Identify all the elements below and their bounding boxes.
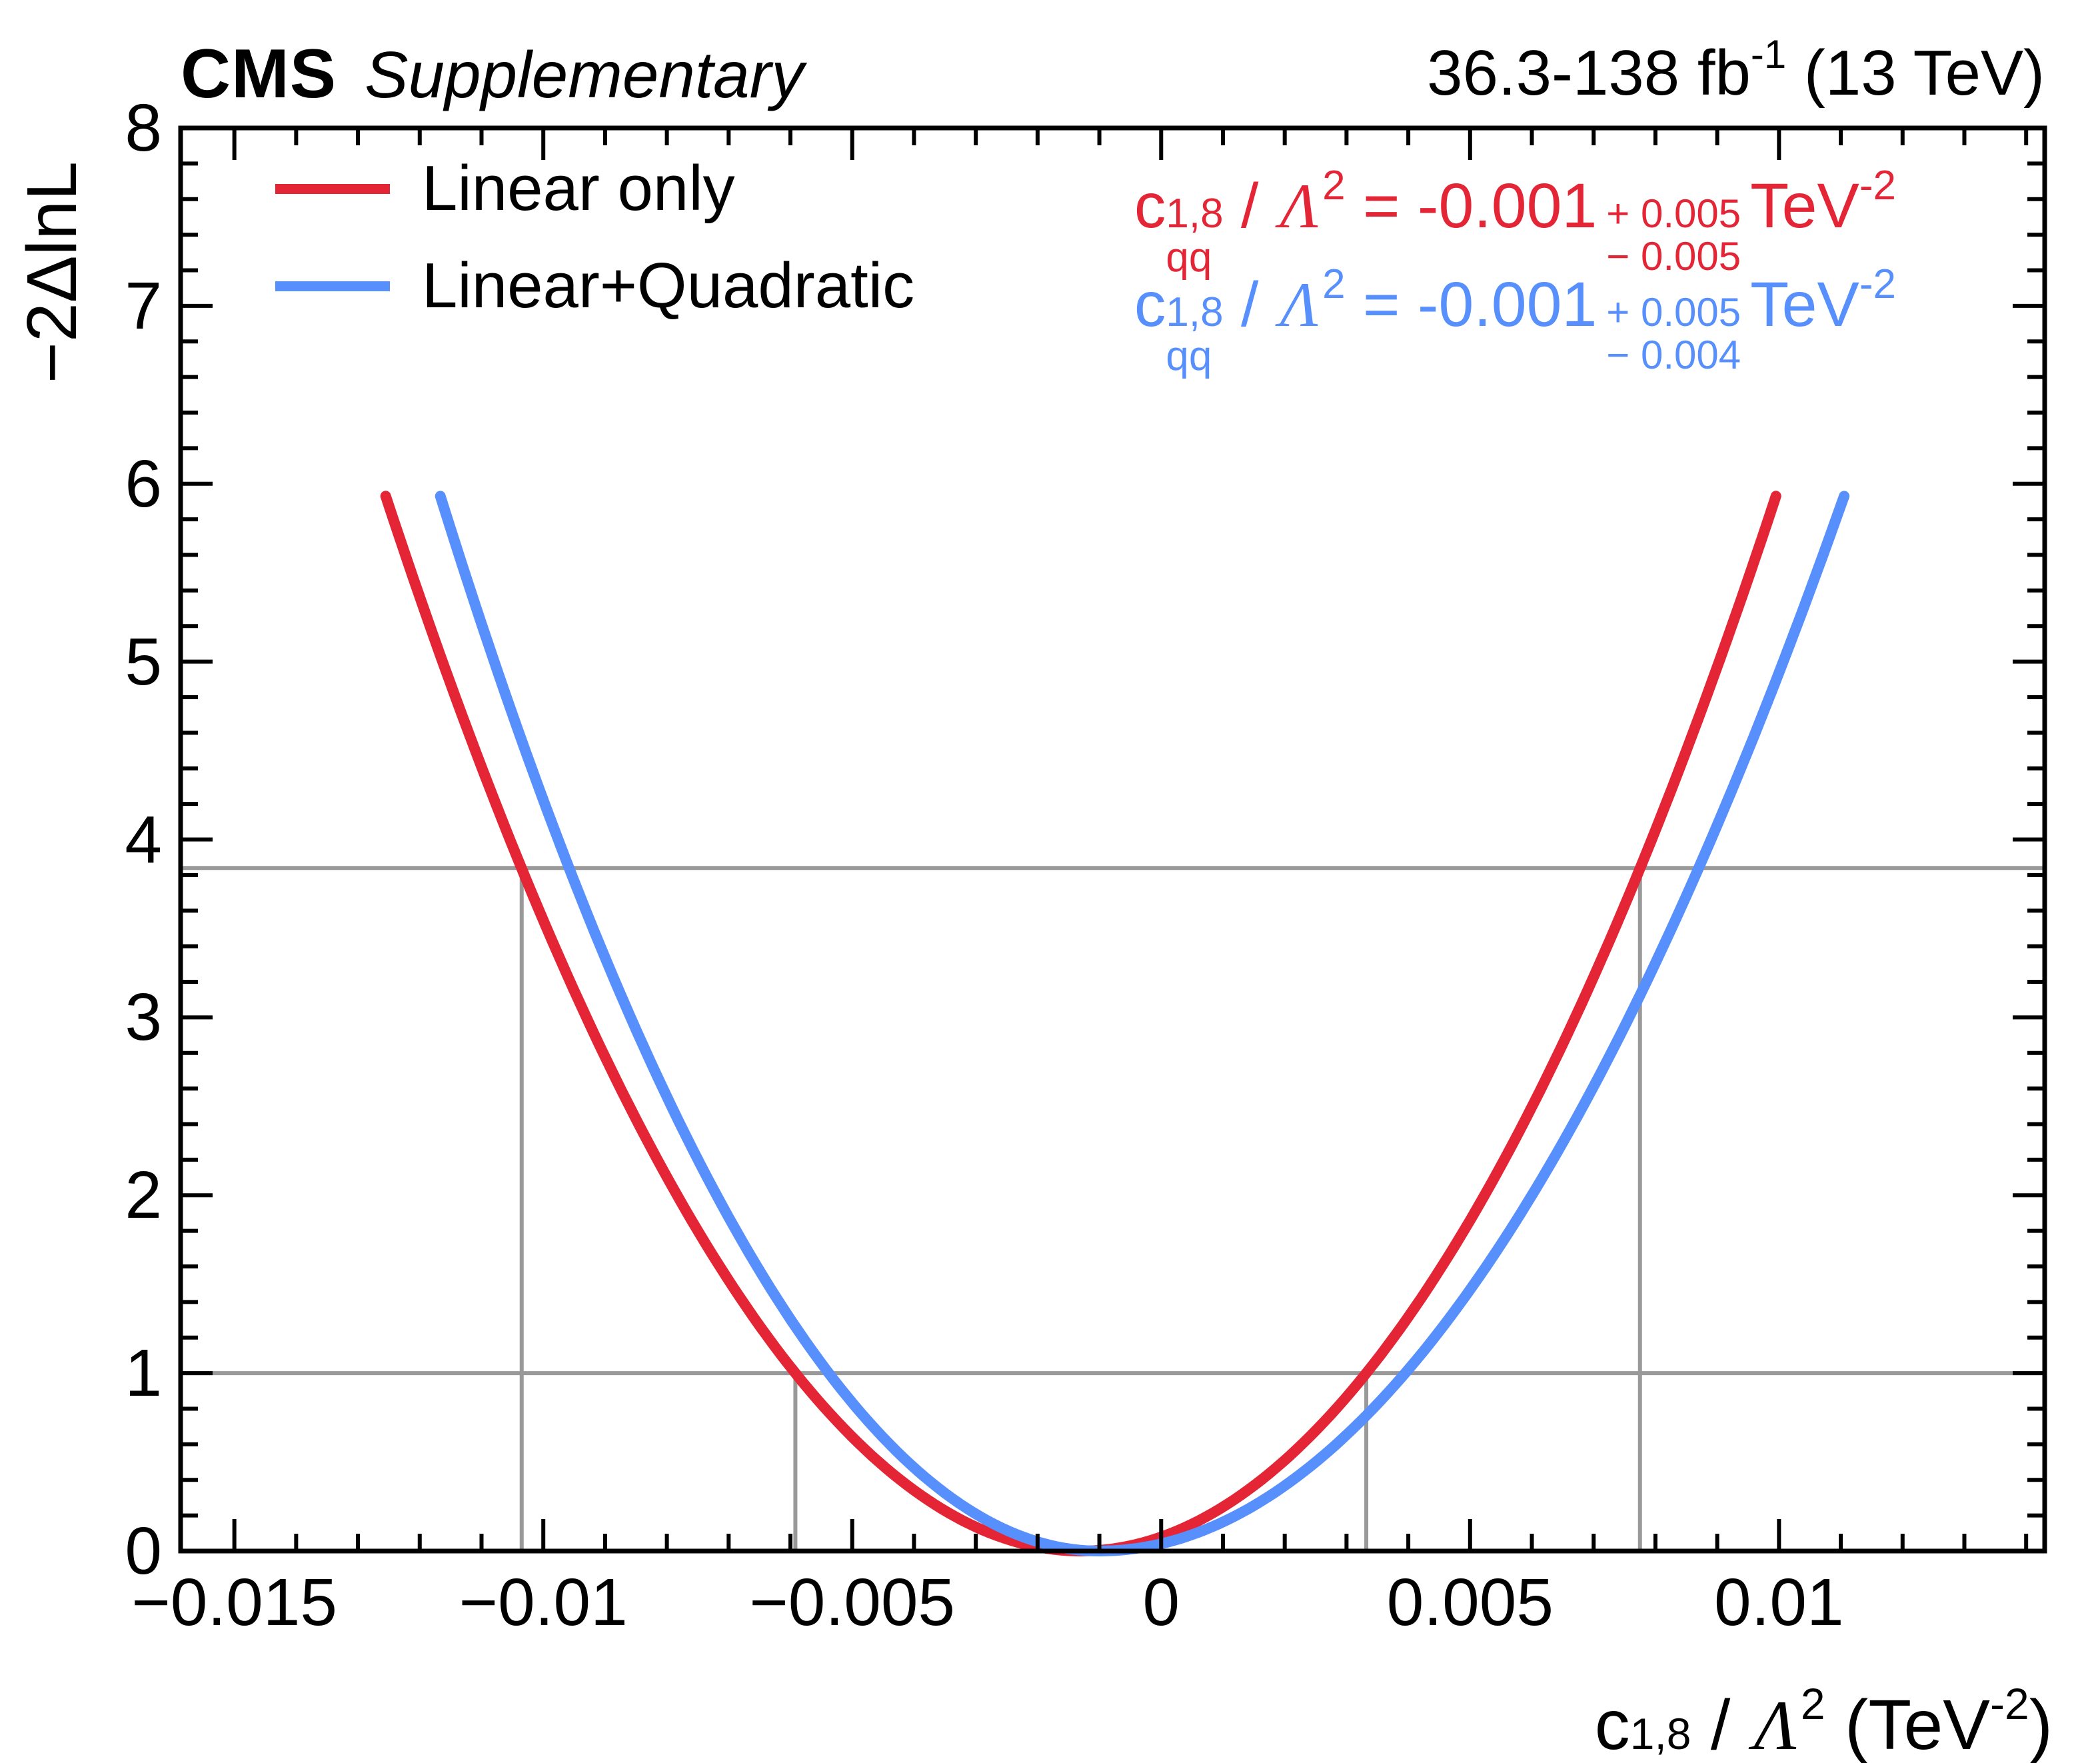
- x-tick-label: −0.005: [749, 1565, 956, 1640]
- err-up: + 0.005: [1606, 191, 1741, 236]
- x-tick-label: 0.005: [1386, 1565, 1554, 1640]
- y-tick-label: 1: [125, 1336, 162, 1411]
- x-tick-label: 0.01: [1714, 1565, 1844, 1640]
- y-tick-label: 8: [125, 91, 162, 165]
- x-tick-label: −0.015: [131, 1565, 337, 1640]
- header-left: CMS Supplementary: [181, 35, 804, 114]
- lambda-exponent: 2: [1322, 163, 1346, 209]
- uncertainty-stack: + 0.005− 0.004: [1606, 291, 1741, 377]
- err-down: − 0.005: [1606, 234, 1741, 279]
- coeff-scripts: 1,8qq: [1630, 1710, 1691, 1763]
- legend-label: Linear+Quadratic: [422, 250, 915, 321]
- curve-linear-only: [380, 491, 1781, 1556]
- coeff-sub: qq: [1166, 235, 1212, 281]
- legend-line-red: [275, 183, 390, 194]
- coeff-base: c: [1134, 269, 1166, 340]
- slash: /: [1223, 171, 1276, 241]
- coeff-base: c: [1594, 1686, 1630, 1763]
- y-tick-label: 5: [125, 624, 162, 699]
- lambda-exponent: 2: [1322, 261, 1346, 307]
- energy-value: (13 TeV): [1786, 37, 2045, 109]
- best-fit-value: -0.001: [1417, 269, 1597, 340]
- unit-exponent: -2: [1859, 163, 1896, 209]
- unit-exponent: -2: [1990, 1679, 2029, 1728]
- coeff-sub: qq: [1630, 1757, 1691, 1763]
- y-tick-label: 3: [125, 980, 162, 1055]
- lambda-exponent: 2: [1800, 1679, 1825, 1728]
- curve-linear-quadratic: [435, 491, 1850, 1556]
- unit: TeV: [1750, 269, 1859, 340]
- err-up: + 0.005: [1606, 290, 1741, 335]
- lumi-energy-label: 36.3-138 fb-1 (13 TeV): [1427, 32, 2045, 110]
- err-down: − 0.004: [1606, 333, 1741, 377]
- legend-item-linear-quadratic: Linear+Quadratic: [275, 249, 914, 323]
- cms-sublabel: Supplementary: [365, 38, 804, 111]
- y-tick-label: 6: [125, 446, 162, 521]
- x-tick-label: −0.01: [459, 1565, 628, 1640]
- uncertainty-stack: + 0.005− 0.005: [1606, 193, 1741, 278]
- cms-label: CMS: [181, 35, 337, 113]
- lambda-symbol: Λ: [1753, 1686, 1797, 1763]
- unit-exponent: -2: [1859, 261, 1896, 307]
- unit-close: ): [2029, 1686, 2053, 1763]
- y-tick-label: 4: [125, 802, 162, 877]
- unit: TeV: [1750, 171, 1859, 241]
- legend-label: Linear only: [422, 153, 735, 224]
- equals: =: [1345, 171, 1418, 241]
- lambda-symbol: Λ: [1280, 269, 1319, 340]
- legend-item-linear-only: Linear only: [275, 152, 735, 225]
- lumi-value: 36.3-138 fb: [1427, 37, 1751, 109]
- coeff-sup: 1,8: [1166, 289, 1224, 335]
- unit-open: (TeV: [1825, 1686, 1990, 1763]
- legend-line-blue: [275, 281, 390, 291]
- lumi-exponent: -1: [1750, 32, 1787, 77]
- lambda-symbol: Λ: [1280, 171, 1319, 241]
- coeff-sup: 1,8: [1166, 191, 1224, 237]
- slash: /: [1223, 269, 1276, 340]
- y-tick-label: 2: [125, 1158, 162, 1233]
- coeff-sup: 1,8: [1629, 1709, 1691, 1758]
- coeff-base: c: [1134, 171, 1166, 241]
- coeff-sub: qq: [1166, 333, 1212, 379]
- equals: =: [1345, 269, 1418, 340]
- best-fit-value: -0.001: [1417, 171, 1597, 241]
- y-tick-label: 0: [125, 1514, 162, 1588]
- x-tick-label: 0: [1142, 1565, 1180, 1640]
- y-tick-label: 7: [125, 268, 162, 343]
- x-axis-title: c1,8qq / Λ2 (TeV-2): [1594, 1679, 2053, 1763]
- slash: /: [1691, 1686, 1750, 1763]
